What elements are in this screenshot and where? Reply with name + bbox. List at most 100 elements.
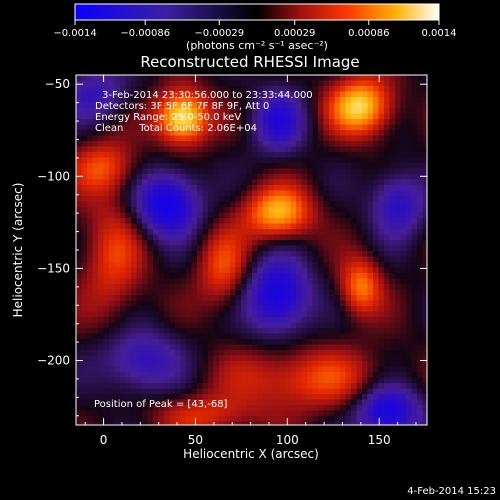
heatmap-cell xyxy=(279,267,286,274)
heatmap-cell xyxy=(235,119,242,126)
heatmap-cell xyxy=(417,86,424,93)
heatmap-cell xyxy=(158,75,165,82)
heatmap-cell xyxy=(219,113,226,120)
heatmap-cell xyxy=(301,361,308,368)
heatmap-cell xyxy=(136,174,143,181)
heatmap-cell xyxy=(202,383,209,390)
heatmap-cell xyxy=(312,333,319,340)
heatmap-cell xyxy=(312,196,319,203)
heatmap-cell xyxy=(384,284,391,291)
heatmap-cell xyxy=(334,234,341,241)
heatmap-cell xyxy=(131,245,138,252)
heatmap-cell xyxy=(191,405,198,412)
heatmap-cell xyxy=(175,388,182,395)
heatmap-cell xyxy=(323,196,330,203)
heatmap-cell xyxy=(230,311,237,318)
heatmap-cell xyxy=(98,322,105,329)
heatmap-cell xyxy=(279,295,286,302)
heatmap-cell xyxy=(175,201,182,208)
heatmap-cell xyxy=(109,234,116,241)
heatmap-cell xyxy=(340,361,347,368)
heatmap-cell xyxy=(257,251,264,258)
heatmap-cell xyxy=(219,102,226,109)
heatmap-cell xyxy=(208,295,215,302)
heatmap-cell xyxy=(268,223,275,230)
heatmap-cell xyxy=(169,124,176,131)
heatmap-cell xyxy=(219,267,226,274)
heatmap-cell xyxy=(158,339,165,346)
heatmap-cell xyxy=(252,333,259,340)
heatmap-cell xyxy=(274,86,281,93)
heatmap-cell xyxy=(103,185,110,192)
heatmap-cell xyxy=(81,168,88,175)
heatmap-cell xyxy=(169,416,176,423)
heatmap-cell xyxy=(323,152,330,159)
heatmap-cell xyxy=(186,130,193,137)
heatmap-cell xyxy=(268,124,275,131)
heatmap-cell xyxy=(345,163,352,170)
heatmap-cell xyxy=(395,86,402,93)
heatmap-cell xyxy=(362,135,369,142)
heatmap-cell xyxy=(389,416,396,423)
heatmap-cell xyxy=(373,152,380,159)
heatmap-cell xyxy=(274,152,281,159)
heatmap-cell xyxy=(241,295,248,302)
heatmap-cell xyxy=(411,267,418,274)
heatmap-cell xyxy=(76,108,83,115)
heatmap-cell xyxy=(109,75,116,82)
heatmap-cell xyxy=(334,416,341,423)
heatmap-cell xyxy=(120,86,127,93)
heatmap-cell xyxy=(175,377,182,384)
heatmap-cell xyxy=(230,328,237,335)
heatmap-cell xyxy=(389,251,396,258)
heatmap-cell xyxy=(268,218,275,225)
heatmap-cell xyxy=(235,234,242,241)
heatmap-cell xyxy=(142,130,149,137)
heatmap-cell xyxy=(114,416,121,423)
heatmap-cell xyxy=(142,388,149,395)
heatmap-cell xyxy=(296,86,303,93)
heatmap-cell xyxy=(296,75,303,82)
heatmap-cell xyxy=(109,251,116,258)
heatmap-cell xyxy=(356,168,363,175)
heatmap-cell xyxy=(263,240,270,247)
heatmap-cell xyxy=(307,311,314,318)
heatmap-cell xyxy=(180,229,187,236)
heatmap-cell xyxy=(389,91,396,98)
heatmap-cell xyxy=(202,119,209,126)
heatmap-cell xyxy=(153,229,160,236)
heatmap-cell xyxy=(384,91,391,98)
heatmap-cell xyxy=(246,218,253,225)
heatmap-cell xyxy=(345,350,352,357)
heatmap-cell xyxy=(263,157,270,164)
heatmap-cell xyxy=(109,113,116,120)
heatmap-cell xyxy=(147,306,154,313)
heatmap-cell xyxy=(92,223,99,230)
heatmap-cell xyxy=(301,300,308,307)
heatmap-cell xyxy=(197,157,204,164)
heatmap-cell xyxy=(351,377,358,384)
heatmap-cell xyxy=(219,240,226,247)
heatmap-cell xyxy=(120,399,127,406)
heatmap-cell xyxy=(274,284,281,291)
heatmap-cell xyxy=(76,328,83,335)
heatmap-cell xyxy=(301,229,308,236)
heatmap-cell xyxy=(307,168,314,175)
heatmap-cell xyxy=(213,306,220,313)
heatmap-cell xyxy=(356,421,363,425)
heatmap-cell xyxy=(175,306,182,313)
heatmap-cell xyxy=(114,372,121,379)
heatmap-cell xyxy=(257,97,264,104)
heatmap-cell xyxy=(136,102,143,109)
heatmap-cell xyxy=(169,245,176,252)
heatmap-cell xyxy=(334,361,341,368)
heatmap-cell xyxy=(175,328,182,335)
heatmap-cell xyxy=(384,229,391,236)
heatmap-cell xyxy=(114,190,121,197)
heatmap-cell xyxy=(87,383,94,390)
heatmap-cell xyxy=(312,322,319,329)
heatmap-cell xyxy=(345,97,352,104)
heatmap-cell xyxy=(76,339,83,346)
heatmap-cell xyxy=(257,119,264,126)
heatmap-cell xyxy=(191,157,198,164)
